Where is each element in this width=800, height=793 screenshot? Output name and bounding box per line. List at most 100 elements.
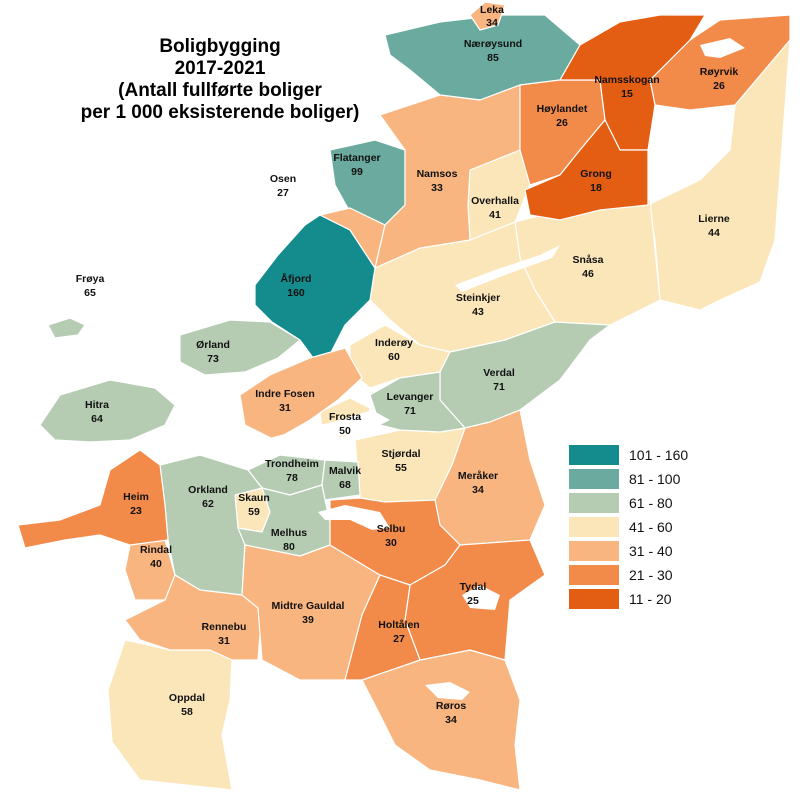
legend-swatch: [569, 565, 619, 585]
label-hitra-value: 64: [91, 413, 103, 425]
label-inderoy-value: 60: [388, 351, 400, 363]
label-midtregauldal-value: 39: [302, 614, 314, 626]
label-grong-name: Grong: [580, 168, 612, 180]
label-trondheim-name: Trondheim: [265, 458, 319, 470]
label-roros-value: 34: [445, 714, 457, 726]
label-namsskogan-name: Namsskogan: [594, 74, 659, 86]
label-oppdal-value: 58: [181, 706, 193, 718]
label-malvik-value: 68: [339, 479, 351, 491]
legend-label: 21 - 30: [629, 567, 673, 583]
label-rindal-value: 40: [150, 558, 162, 570]
label-inderoy-name: Inderøy: [375, 337, 413, 349]
region-orland: [179, 319, 301, 376]
legend-label: 41 - 60: [629, 519, 673, 535]
label-indrefosen-name: Indre Fosen: [255, 388, 315, 400]
label-grong-value: 18: [590, 182, 602, 194]
map-title: Boligbygging 2017-2021 (Antall fullførte…: [20, 36, 420, 124]
label-osen-value: 27: [277, 187, 289, 199]
legend-swatch: [569, 469, 619, 489]
label-royrvik-value: 26: [713, 80, 725, 92]
label-rindal-name: Rindal: [140, 544, 172, 556]
lake-limingen: [700, 38, 745, 58]
legend-item: 11 - 20: [569, 588, 688, 610]
region-namsskogan: [559, 14, 706, 151]
label-indrefosen-value: 31: [279, 402, 291, 414]
label-roros-name: Røros: [436, 700, 466, 712]
legend-label: 81 - 100: [629, 471, 681, 487]
legend-item: 41 - 60: [569, 516, 688, 538]
label-levanger-value: 71: [404, 405, 416, 417]
fjord-trondheimsfjorden: [245, 410, 390, 455]
label-overhalla-name: Overhalla: [471, 195, 519, 207]
map-labels: Leka 34 Nærøysund 85 Namsskogan 15 Røyrv…: [76, 4, 739, 726]
label-froya-value: 65: [84, 287, 96, 299]
label-midtregauldal-name: Midtre Gauldal: [272, 600, 345, 612]
label-steinkjer-name: Steinkjer: [456, 292, 500, 304]
label-orland-value: 73: [207, 353, 219, 365]
label-meraker-name: Meråker: [458, 470, 498, 482]
legend-label: 11 - 20: [629, 591, 672, 607]
label-oppdal-name: Oppdal: [169, 692, 205, 704]
label-heim-value: 23: [130, 505, 142, 517]
label-tydal-name: Tydal: [460, 581, 487, 593]
legend-label: 31 - 40: [629, 543, 673, 559]
label-frosta-name: Frosta: [329, 411, 361, 423]
region-heim: [17, 449, 169, 549]
label-heim-name: Heim: [123, 491, 149, 503]
label-overhalla-value: 41: [489, 209, 501, 221]
label-verdal-name: Verdal: [483, 367, 515, 379]
legend-swatch: [569, 493, 619, 513]
region-oppdal: [107, 639, 233, 791]
lake-aursunden: [425, 682, 470, 700]
legend-label: 61 - 80: [629, 495, 673, 511]
label-meraker-value: 34: [472, 484, 484, 496]
label-froya-name: Frøya: [76, 273, 105, 285]
region-afjord: [254, 214, 376, 371]
label-leka-name: Leka: [480, 4, 504, 16]
legend-item: 31 - 40: [569, 540, 688, 562]
title-line-2: 2017-2021: [174, 58, 266, 79]
label-frosta-value: 50: [339, 425, 351, 437]
lake-selbusjoen: [318, 505, 390, 530]
lake-essandsjoen: [462, 585, 500, 610]
label-melhus-value: 80: [283, 541, 295, 553]
label-afjord-name: Åfjord: [281, 272, 312, 285]
label-hoylandet-value: 26: [556, 117, 568, 129]
lake-snasavatnet: [455, 245, 560, 292]
label-holtalen-name: Holtålen: [378, 619, 419, 631]
label-skaun-name: Skaun: [238, 492, 270, 504]
legend-item: 61 - 80: [569, 492, 688, 514]
label-naroysund-name: Nærøysund: [464, 38, 522, 50]
region-grong: [524, 119, 649, 221]
label-royrvik-name: Røyrvik: [700, 66, 739, 78]
legend-item: 21 - 30: [569, 564, 688, 586]
label-melhus-name: Melhus: [271, 527, 307, 539]
label-skaun-value: 59: [248, 506, 260, 518]
label-stjordal-name: Stjørdal: [381, 448, 420, 460]
label-orland-name: Ørland: [196, 339, 230, 351]
region-leka: [469, 1, 506, 31]
label-malvik-name: Malvik: [329, 465, 361, 477]
label-selbu-name: Selbu: [377, 523, 406, 535]
label-rennebu-name: Rennebu: [202, 621, 247, 633]
region-malvik: [321, 459, 361, 501]
label-tydal-value: 25: [467, 595, 479, 607]
map-legend: 101 - 160 81 - 100 61 - 80 41 - 60 31 - …: [569, 444, 688, 612]
title-line-3: (Antall fullførte boliger: [118, 80, 322, 101]
region-lierne: [647, 39, 791, 311]
label-hoylandet-name: Høylandet: [537, 103, 588, 115]
label-levanger-name: Levanger: [387, 391, 434, 403]
water-bodies: [245, 38, 745, 700]
label-steinkjer-value: 43: [472, 306, 484, 318]
label-leka-value: 34: [486, 17, 498, 29]
label-hitra-name: Hitra: [85, 399, 109, 411]
label-snasa-value: 46: [582, 268, 594, 280]
region-hitra: [39, 379, 176, 443]
legend-swatch: [569, 589, 619, 609]
label-naroysund-value: 85: [487, 52, 499, 64]
region-froya: [47, 317, 86, 339]
label-namsos-value: 33: [431, 182, 443, 194]
label-namsos-name: Namsos: [417, 168, 458, 180]
label-flatanger-value: 99: [351, 166, 363, 178]
